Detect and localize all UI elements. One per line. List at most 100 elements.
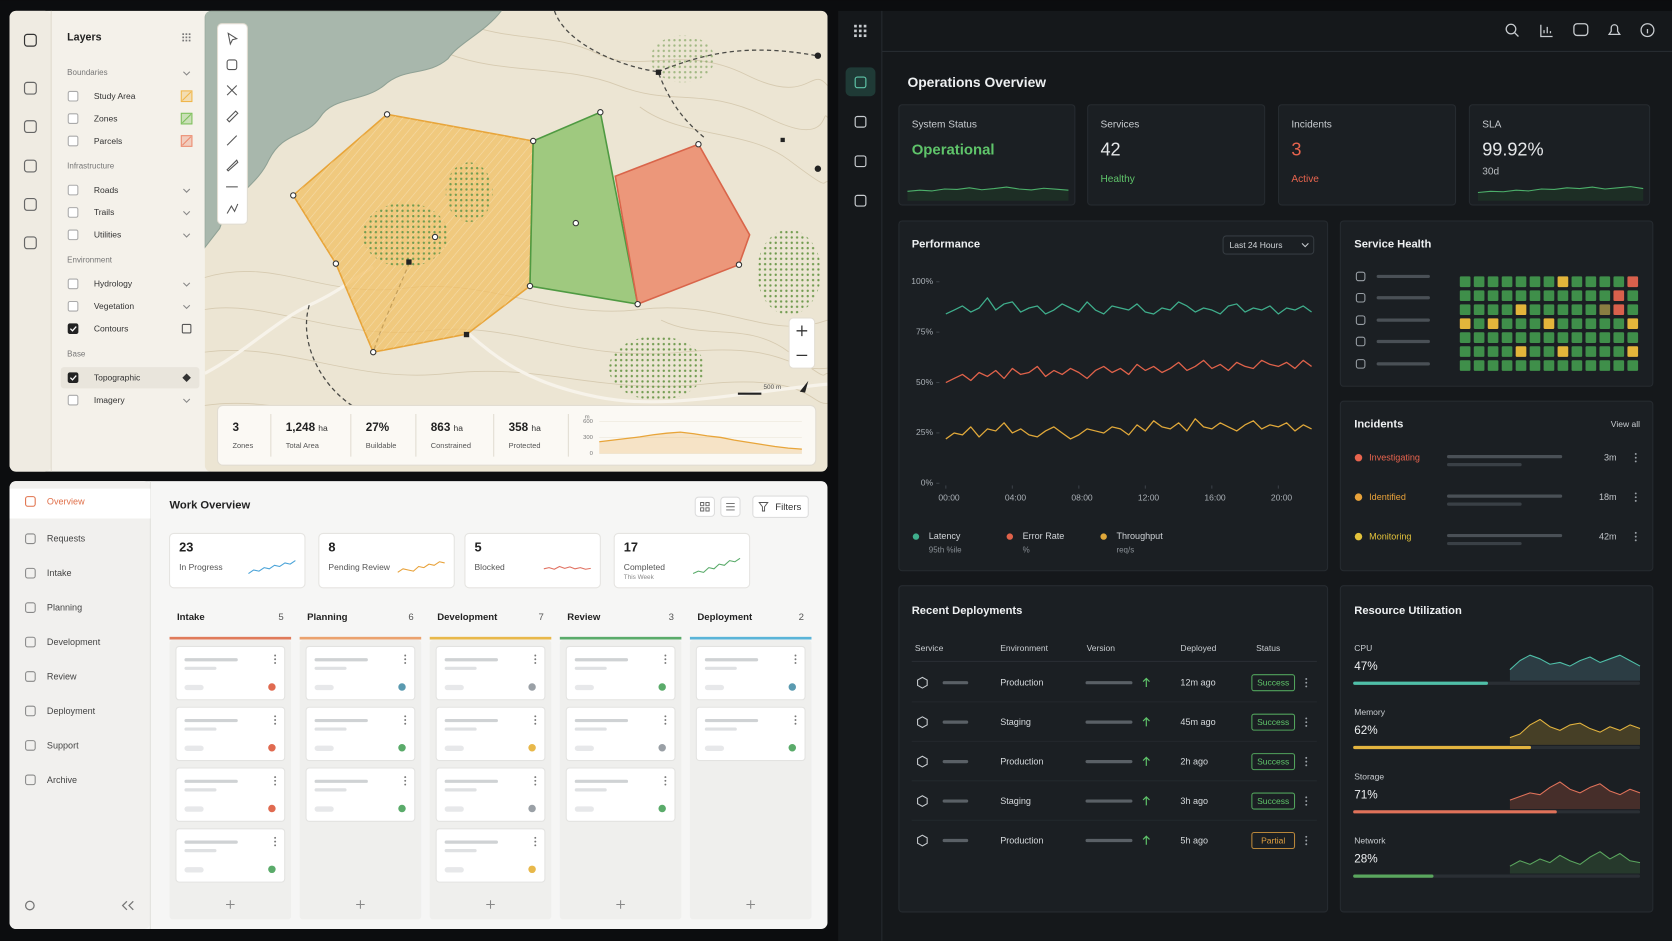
layers-menu-dot[interactable] <box>182 33 185 36</box>
kebab-dot[interactable] <box>664 719 667 721</box>
kebab-dot[interactable] <box>534 840 537 843</box>
kebab-dot[interactable] <box>1305 685 1308 688</box>
layers-menu-dot[interactable] <box>185 36 188 39</box>
kebab-dot[interactable] <box>1305 760 1308 763</box>
layers-menu-dot[interactable] <box>188 36 191 39</box>
layer-label[interactable]: Topographic <box>94 373 141 383</box>
add-card-icon[interactable] <box>226 900 235 909</box>
collapse-icon[interactable] <box>121 900 134 911</box>
rail-icon[interactable] <box>23 198 37 211</box>
kebab-dot[interactable] <box>794 722 797 725</box>
kebab-dot[interactable] <box>664 722 667 725</box>
kebab-dot[interactable] <box>1634 453 1637 455</box>
nav-icon[interactable] <box>25 636 36 648</box>
kebab-dot[interactable] <box>794 658 797 661</box>
kebab-dot[interactable] <box>274 844 277 847</box>
nav-icon[interactable] <box>25 602 36 613</box>
task-card[interactable] <box>175 828 286 883</box>
kebab-dot[interactable] <box>1305 756 1308 759</box>
zoom-icons[interactable] <box>796 325 808 356</box>
kebab-dot[interactable] <box>534 715 537 718</box>
kebab-dot[interactable] <box>404 722 407 725</box>
layer-checkbox[interactable] <box>67 323 79 335</box>
kebab-dot[interactable] <box>534 836 537 839</box>
add-card-icon[interactable] <box>616 900 625 909</box>
kebab-dot[interactable] <box>1634 539 1637 542</box>
kebab-dot[interactable] <box>534 844 537 847</box>
kebab-dot[interactable] <box>1305 724 1308 727</box>
kebab-dot[interactable] <box>274 719 277 721</box>
task-card[interactable] <box>695 706 806 762</box>
nav-item[interactable]: Deployment <box>47 706 96 716</box>
chevron[interactable] <box>183 211 191 216</box>
kebab-dot[interactable] <box>274 779 277 782</box>
kebab-dot[interactable] <box>1634 535 1637 538</box>
apps-icon[interactable] <box>854 24 867 38</box>
chevron[interactable] <box>183 282 191 287</box>
kebab-dot[interactable] <box>664 776 667 779</box>
kebab-dot[interactable] <box>1634 531 1637 534</box>
settings-icon[interactable] <box>24 900 35 911</box>
kebab-dot[interactable] <box>794 662 797 664</box>
filters-label[interactable]: Filters <box>775 502 801 513</box>
nav-item[interactable]: Requests <box>47 534 86 544</box>
nav-item[interactable]: Planning <box>47 603 82 613</box>
layer-checkbox[interactable] <box>67 90 79 102</box>
kebab-dot[interactable] <box>274 783 277 786</box>
view-all-link[interactable]: View all <box>1611 419 1640 429</box>
kebab-dot[interactable] <box>404 662 407 664</box>
task-card[interactable] <box>695 645 806 701</box>
kebab-dot[interactable] <box>1305 717 1308 720</box>
layer-label[interactable]: Contours <box>94 323 129 333</box>
kebab-dot[interactable] <box>664 779 667 782</box>
add-card-icon[interactable] <box>356 900 365 909</box>
layer-label[interactable]: Utilities <box>94 230 121 240</box>
kebab-dot[interactable] <box>1634 492 1637 495</box>
kebab-dot[interactable] <box>1305 721 1308 724</box>
kebab-dot[interactable] <box>274 654 277 657</box>
layers-menu-dot[interactable] <box>188 33 191 36</box>
layers-menu-dot[interactable] <box>185 33 188 36</box>
layer-checkbox[interactable] <box>67 372 79 384</box>
task-card[interactable] <box>305 706 416 762</box>
rail-icon[interactable] <box>23 120 37 134</box>
nav-item[interactable]: Overview <box>47 496 85 506</box>
kebab-dot[interactable] <box>1634 460 1637 463</box>
layer-label[interactable]: Parcels <box>94 136 122 146</box>
kebab-dot[interactable] <box>1305 800 1308 803</box>
kebab-dot[interactable] <box>664 715 667 718</box>
task-card[interactable] <box>435 828 546 883</box>
task-card[interactable] <box>305 645 416 701</box>
kebab-dot[interactable] <box>534 654 537 657</box>
layer-label[interactable]: Imagery <box>94 395 126 405</box>
rail-icon[interactable] <box>23 81 37 95</box>
layer-label[interactable]: Study Area <box>94 91 136 101</box>
kebab-dot[interactable] <box>404 776 407 779</box>
layer-checkbox[interactable] <box>67 394 79 406</box>
incident-status[interactable]: Monitoring <box>1369 532 1411 542</box>
layer-label[interactable]: Roads <box>94 185 119 195</box>
layer-checkbox[interactable] <box>67 207 79 218</box>
layer-label[interactable]: Hydrology <box>94 279 133 289</box>
layer-checkbox[interactable] <box>67 184 79 196</box>
task-card[interactable] <box>435 767 546 822</box>
chevron[interactable] <box>183 233 191 238</box>
kebab-dot[interactable] <box>664 658 667 661</box>
incident-status[interactable]: Identified <box>1369 492 1406 502</box>
kebab-dot[interactable] <box>664 662 667 664</box>
chevron[interactable] <box>183 188 191 193</box>
grid-view-button[interactable] <box>694 496 715 517</box>
kebab-dot[interactable] <box>404 654 407 657</box>
nav-item[interactable]: Development <box>47 637 101 647</box>
kebab-dot[interactable] <box>1305 803 1308 806</box>
task-card[interactable] <box>175 706 286 762</box>
kebab-dot[interactable] <box>534 719 537 721</box>
kebab-dot[interactable] <box>404 719 407 721</box>
layers-menu-dot[interactable] <box>188 39 191 42</box>
kebab-dot[interactable] <box>404 779 407 782</box>
kebab-dot[interactable] <box>794 719 797 721</box>
kebab-dot[interactable] <box>1305 681 1308 684</box>
layers-menu-dot[interactable] <box>185 39 188 42</box>
kebab-dot[interactable] <box>1305 843 1308 846</box>
nav-icon[interactable] <box>25 533 36 545</box>
